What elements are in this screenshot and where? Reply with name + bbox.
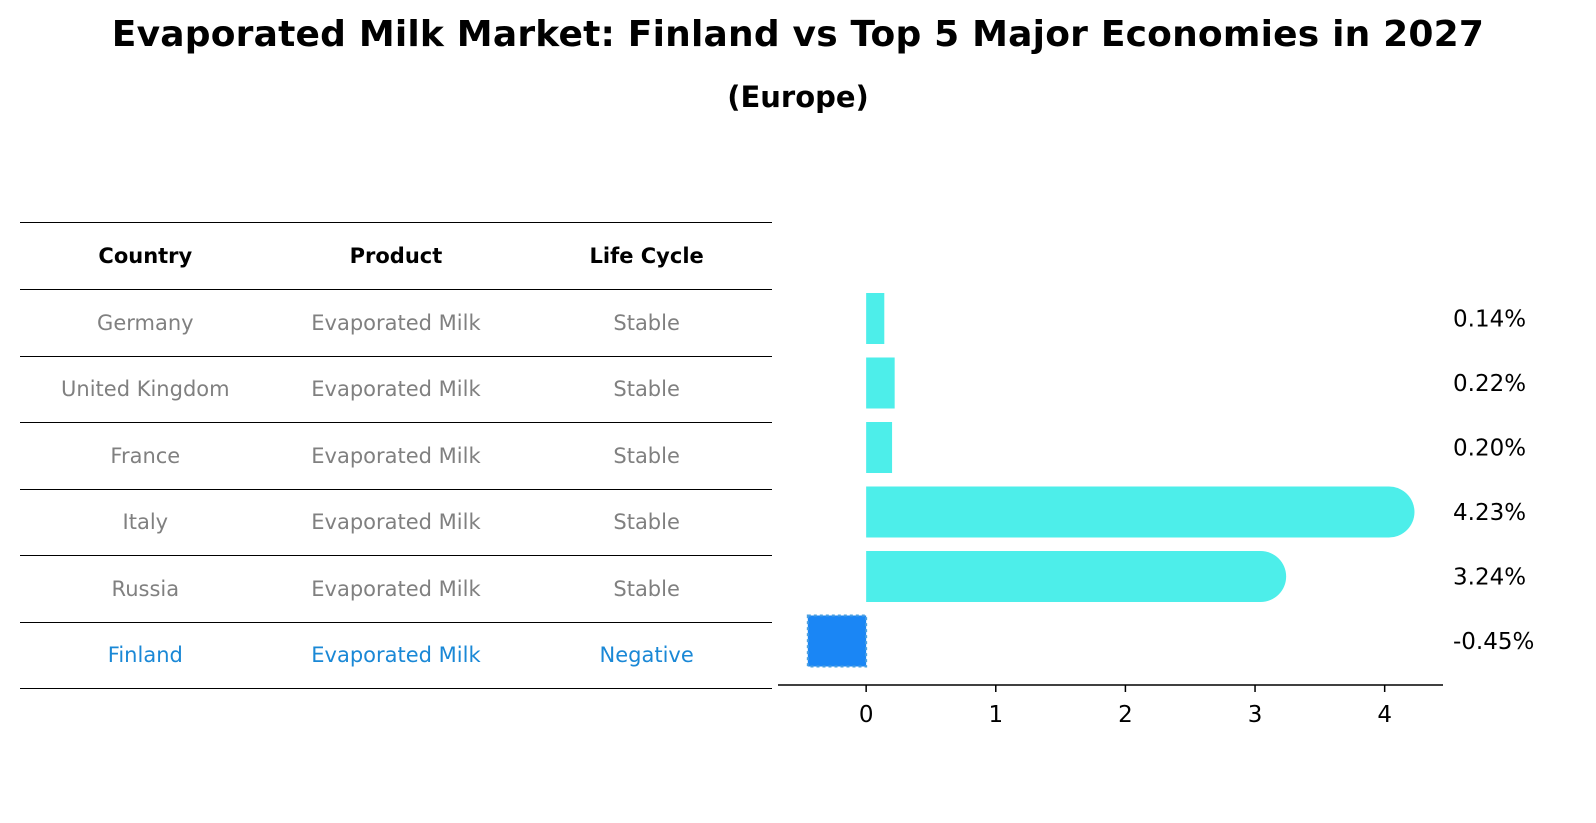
bar xyxy=(866,293,885,344)
x-tick-label: 1 xyxy=(988,702,1003,728)
x-tick-label: 2 xyxy=(1118,702,1133,728)
data-label: 4.23% xyxy=(1453,500,1526,526)
cell-country: United Kingdom xyxy=(20,356,271,423)
x-tick-label: 0 xyxy=(859,702,874,728)
table-row: United Kingdom Evaporated Milk Stable xyxy=(20,356,772,423)
cell-life-cycle: Negative xyxy=(521,622,772,689)
cell-life-cycle: Stable xyxy=(521,289,772,357)
data-label: -0.45% xyxy=(1453,629,1534,655)
column-header-product: Product xyxy=(270,222,522,290)
table-row: Italy Evaporated Milk Stable xyxy=(20,489,772,556)
table-row: Russia Evaporated Milk Stable xyxy=(20,555,772,623)
cell-life-cycle: Stable xyxy=(521,422,772,490)
cell-life-cycle: Stable xyxy=(521,356,772,423)
data-label: 0.20% xyxy=(1453,436,1526,462)
table-row: Germany Evaporated Milk Stable xyxy=(20,289,772,357)
cell-product: Evaporated Milk xyxy=(270,555,522,623)
x-tick-label: 4 xyxy=(1377,702,1392,728)
cell-country: Germany xyxy=(20,289,271,357)
table-row: France Evaporated Milk Stable xyxy=(20,422,772,490)
column-header-country: Country xyxy=(20,222,271,290)
x-tick-label: 3 xyxy=(1248,702,1263,728)
data-label: 0.14% xyxy=(1453,307,1526,333)
cell-country: Finland xyxy=(20,622,271,689)
bar xyxy=(806,614,868,668)
cell-country: Russia xyxy=(20,555,271,623)
growth-bar-chart: 0.14% 0.22% 0.20% 4.23% 3.24% -0.45% 0 1 2 3 4 xyxy=(778,293,1534,728)
cell-country: France xyxy=(20,422,271,490)
table-header-row: Country Product Life Cycle xyxy=(20,222,772,290)
column-header-life-cycle: Life Cycle xyxy=(521,222,772,290)
bar xyxy=(866,422,893,473)
cell-country: Italy xyxy=(20,489,271,556)
bar xyxy=(866,357,895,409)
data-label: 3.24% xyxy=(1453,565,1526,591)
table-row-highlighted: Finland Evaporated Milk Negative xyxy=(20,622,772,689)
cell-life-cycle: Stable xyxy=(521,555,772,623)
chart-title: Evaporated Milk Market: Finland vs Top 5… xyxy=(111,14,1485,55)
chart-subtitle: (Europe) xyxy=(727,80,869,114)
cell-product: Evaporated Milk xyxy=(270,289,522,357)
data-label: 0.22% xyxy=(1453,371,1526,397)
cell-product: Evaporated Milk xyxy=(270,489,522,556)
bar xyxy=(866,551,1287,602)
cell-product: Evaporated Milk xyxy=(270,356,522,423)
market-table: Country Product Life Cycle Germany Evapo… xyxy=(20,222,772,689)
cell-life-cycle: Stable xyxy=(521,489,772,556)
bar xyxy=(866,486,1415,538)
cell-product: Evaporated Milk xyxy=(270,422,522,490)
cell-product: Evaporated Milk xyxy=(270,622,522,689)
